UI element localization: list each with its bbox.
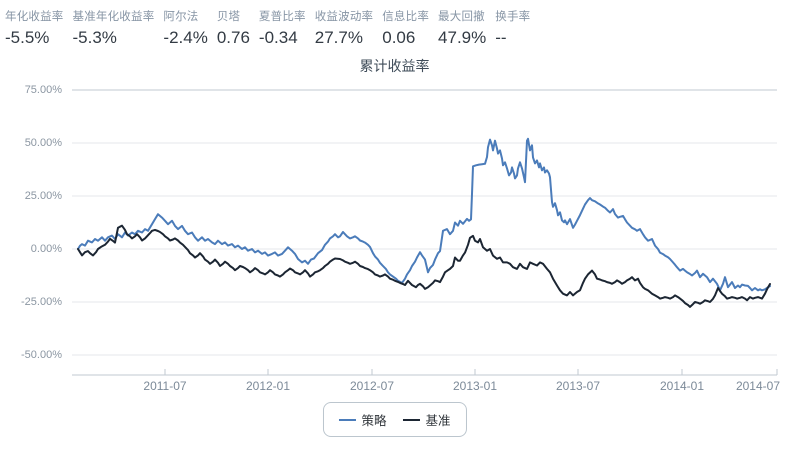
chart-title: 累计收益率 bbox=[359, 58, 430, 74]
y-axis-tick-label: -25.00% bbox=[21, 296, 62, 308]
stat-value: 0.76 bbox=[216, 28, 250, 47]
y-axis-tick-label: 75.00% bbox=[24, 84, 62, 96]
stat-benchmark-annualized-return: 基准年化收益率 -5.3% bbox=[73, 8, 155, 48]
stat-annualized-return: 年化收益率 -5.5% bbox=[5, 8, 64, 48]
x-axis-tick-label: 2012-07 bbox=[349, 379, 395, 393]
stat-value: -2.4% bbox=[163, 28, 208, 47]
stat-label: 换手率 bbox=[495, 11, 531, 23]
stat-turnover: 换手率 -- bbox=[495, 8, 530, 48]
legend-item-benchmark[interactable]: 基准 bbox=[402, 410, 451, 429]
stat-label: 基准年化收益率 bbox=[72, 11, 155, 23]
stat-label: 夏普比率 bbox=[258, 11, 306, 23]
stat-label: 年化收益率 bbox=[5, 11, 64, 23]
stats-bar: 年化收益率 -5.5% 基准年化收益率 -5.3% 阿尔法 -2.4% 贝塔 0… bbox=[5, 8, 530, 48]
x-axis-tick-label: 2014-07 bbox=[735, 379, 780, 393]
x-axis-tick-label: 2014-01 bbox=[659, 379, 705, 393]
legend-label-benchmark: 基准 bbox=[425, 414, 451, 428]
stat-value: 47.9% bbox=[438, 28, 487, 47]
y-axis-tick-label: 25.00% bbox=[24, 190, 62, 202]
x-axis-tick-label: 2013-01 bbox=[452, 379, 498, 393]
stat-label: 收益波动率 bbox=[314, 11, 374, 23]
stat-information-ratio: 信息比率 0.06 bbox=[382, 8, 429, 48]
stat-label: 信息比率 bbox=[382, 11, 430, 23]
y-axis-tick-label: 0.00% bbox=[30, 243, 62, 255]
stat-label: 贝塔 bbox=[216, 11, 241, 23]
stat-label: 阿尔法 bbox=[163, 11, 199, 23]
strategy-line-swatch bbox=[338, 418, 356, 421]
stat-max-drawdown: 最大回撤 47.9% bbox=[438, 8, 486, 48]
x-axis-tick-label: 2012-01 bbox=[245, 379, 291, 393]
x-axis-tick-label: 2013-07 bbox=[555, 379, 601, 393]
stat-sharpe-ratio: 夏普比率 -0.34 bbox=[259, 8, 306, 48]
chart-legend: 策略 基准 bbox=[322, 402, 467, 437]
stat-label: 最大回撤 bbox=[438, 11, 485, 23]
stat-value: 0.06 bbox=[382, 28, 416, 47]
legend-label-strategy: 策略 bbox=[361, 414, 387, 428]
stat-value: -- bbox=[495, 28, 507, 47]
stat-value: -5.5% bbox=[5, 28, 50, 47]
y-axis-tick-label: -50.00% bbox=[21, 349, 62, 361]
stat-value: 27.7% bbox=[314, 28, 363, 47]
y-axis-tick-label: 50.00% bbox=[24, 137, 62, 149]
benchmark-line-swatch bbox=[402, 418, 420, 421]
stat-alpha: 阿尔法 -2.4% bbox=[163, 8, 207, 48]
stat-return-volatility: 收益波动率 27.7% bbox=[315, 8, 374, 48]
stat-value: -0.34 bbox=[258, 28, 298, 47]
legend-item-strategy[interactable]: 策略 bbox=[338, 410, 387, 429]
stat-beta: 贝塔 0.76 bbox=[217, 8, 250, 48]
stat-value: -5.3% bbox=[72, 28, 117, 47]
x-axis-tick-label: 2011-07 bbox=[143, 379, 187, 393]
